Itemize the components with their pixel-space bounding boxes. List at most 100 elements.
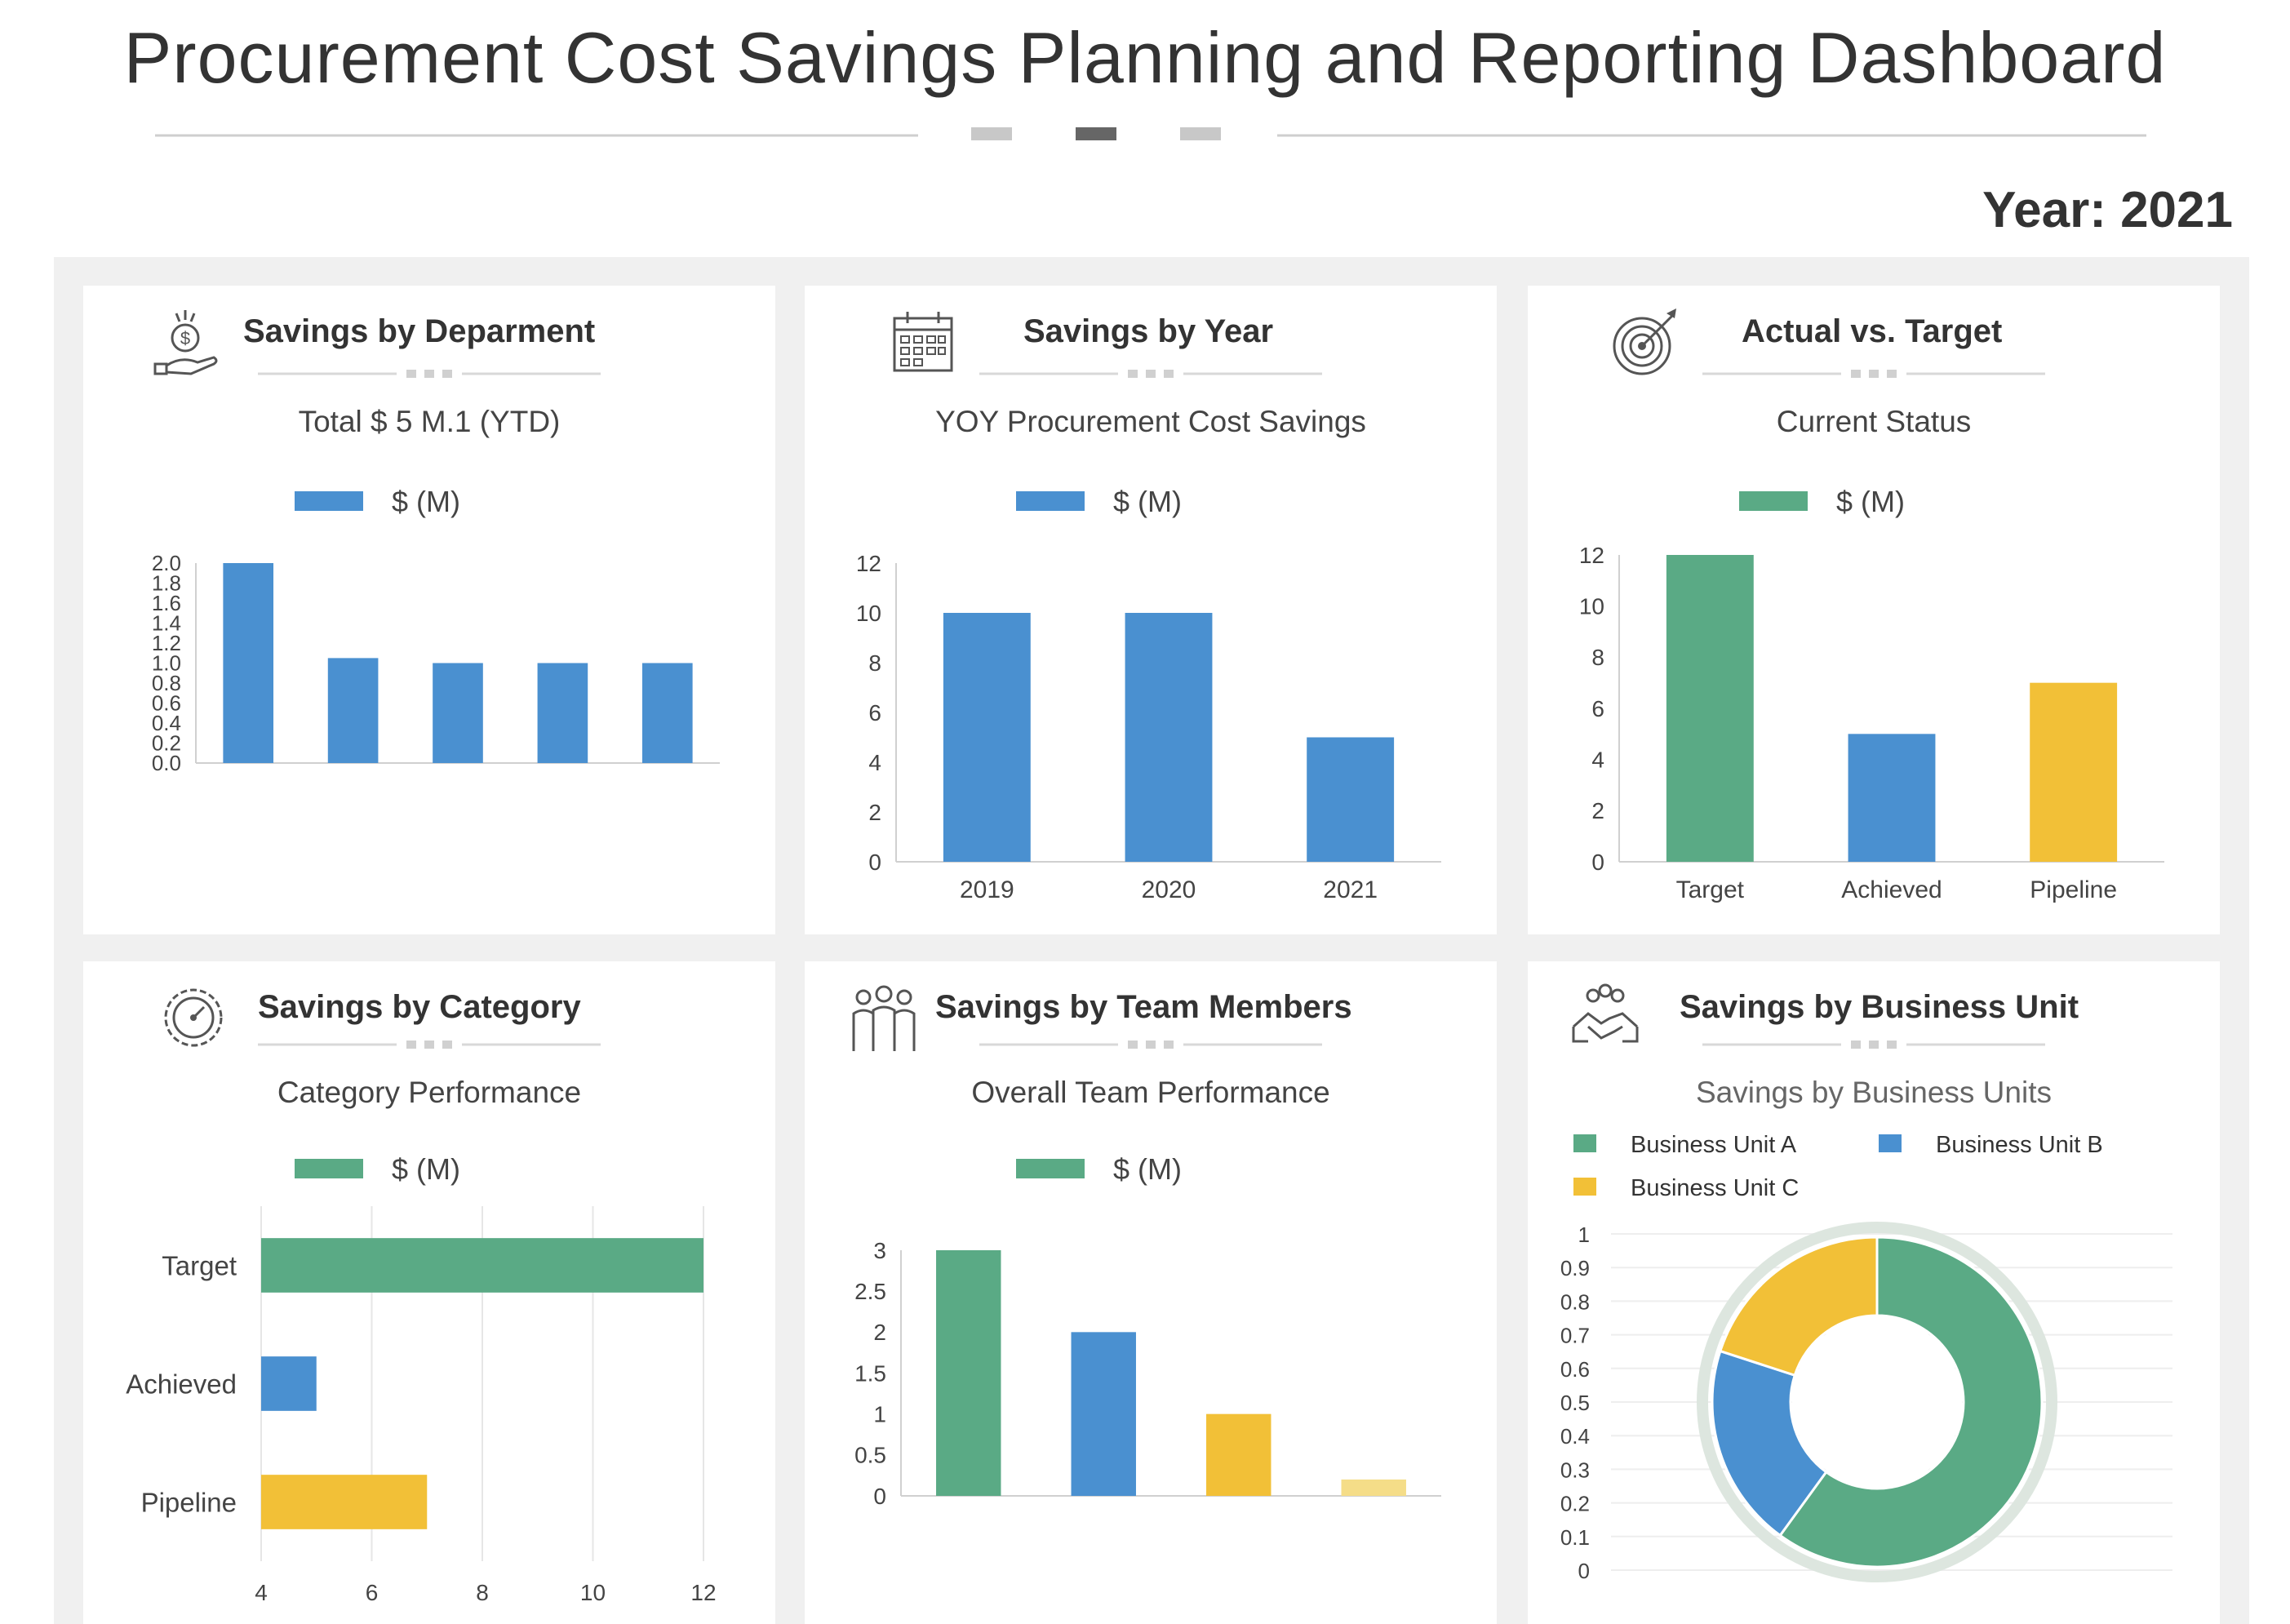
bar [261,1238,703,1293]
panel-title: Savings by Year [1023,313,1274,349]
bar [537,663,588,763]
donut-slice [1718,1236,1879,1378]
panel-title: Savings by Team Members [935,989,1352,1025]
handshake-icon [1572,983,1639,1043]
legend-swatch [1739,491,1808,511]
bar [1071,1332,1136,1496]
y-tick-label: 12 [1579,543,1604,568]
title-divider-dot [1887,370,1897,378]
legend-label: $ (M) [392,485,460,518]
panel-subtitle: Category Performance [277,1076,582,1109]
panel-business: Savings by Business Unit Savings by Busi… [1528,961,2220,1624]
y-tick-label: 6 [868,700,881,725]
panel-subtitle: Total $ 5 M.1 (YTD) [298,405,561,438]
donut-outer-ring [1697,1222,2057,1582]
legend-swatch [1016,1159,1085,1178]
y-tick-label: 12 [856,551,881,576]
y-tick-label: 0.6 [1560,1357,1590,1382]
y-tick-label: 10 [856,601,881,626]
legend-label: Business Unit B [1936,1132,2103,1158]
svg-text:$: $ [180,328,190,348]
y-tick-label: 0.2 [1560,1492,1590,1516]
y-tick-label: 1.4 [152,611,181,636]
bar [936,1250,1001,1496]
title-divider-dot [442,370,452,378]
y-tick-label: 6 [1591,696,1604,721]
title-divider-dot [424,1041,434,1049]
x-tick-label: 6 [366,1580,379,1605]
donut-slice [1778,1236,2044,1569]
legend-label: $ (M) [392,1152,460,1186]
legend-swatch [295,491,363,511]
year-chart: $ (M) 0 2 4 6 8 10 12 2019 2020 2021 [856,370,1441,903]
panel-category: Savings by Category Category Performance… [83,961,775,1624]
y-tick-label: 1 [873,1401,886,1427]
y-tick-label: 0 [873,1484,886,1509]
bar [1341,1479,1406,1496]
y-tick-label: 2.5 [854,1279,886,1304]
panel-title: Actual vs. Target [1742,313,2003,349]
legend-swatch [1879,1134,1902,1152]
category-chart: $ (M) 4 6 8 10 12 Target Achieved Pipeline [126,1041,717,1605]
x-tick-label: 2019 [960,876,1014,903]
x-tick-label: 12 [690,1580,716,1605]
title-divider-dot [1869,1041,1879,1049]
money-hand-icon: $ [153,310,218,375]
y-tick-label: 0.2 [152,731,181,756]
x-tick-label: 4 [255,1580,268,1605]
legend-label: Business Unit C [1631,1175,1799,1201]
legend-label: Business Unit A [1631,1132,1797,1158]
team-chart: $ (M) 0 0.5 1 1.5 2 2.5 3 [854,1041,1441,1509]
bar [1307,737,1395,862]
gear-gauge-icon [164,988,223,1047]
year-label: Year: 2021 [1982,182,2233,238]
bar [943,613,1031,862]
title-divider [155,127,2146,140]
team-icon [852,985,916,1051]
y-tick-label: 2.0 [152,551,181,575]
y-tick-label: 8 [1591,645,1604,670]
y-tick-label: 1.0 [152,651,181,676]
y-tick-label: 0.0 [152,751,181,775]
legend-swatch [1573,1134,1596,1152]
y-tick-label: 1.6 [152,591,181,615]
x-tick-label: Target [1676,876,1745,903]
y-tick-label: Achieved [126,1369,237,1400]
y-tick-label: 1.8 [152,571,181,596]
bar [261,1356,317,1411]
title-divider-dot [1164,370,1174,378]
y-tick-label: 4 [1591,747,1604,772]
y-tick-label: 2 [873,1320,886,1345]
bar [1125,613,1213,862]
y-tick-label: 0 [868,850,881,875]
calendar-icon [893,312,953,372]
panel-subtitle: Savings by Business Units [1696,1076,2052,1109]
y-tick-label: Target [162,1251,237,1281]
legend-label: $ (M) [1836,485,1905,518]
page-title: Procurement Cost Savings Planning and Re… [123,17,2167,98]
legend-swatch [1573,1178,1596,1196]
y-tick-label: 3 [873,1238,886,1263]
y-tick-label: 1 [1578,1222,1590,1247]
bar [433,663,483,763]
business-chart: Business Unit A Business Unit B Business U… [1560,1041,2172,1583]
title-divider-dot [1128,1041,1138,1049]
panel-title: Savings by Business Unit [1680,989,2079,1025]
y-tick-label: 0.4 [152,711,181,735]
y-tick-label: 0.5 [1560,1391,1590,1415]
y-tick-label: 2 [868,800,881,825]
title-divider-dot [1851,1041,1861,1049]
target-icon [1613,308,1676,375]
y-tick-label: 0.7 [1560,1324,1590,1348]
title-divider-dot [1887,1041,1897,1049]
y-tick-label: 0.3 [1560,1458,1590,1482]
y-tick-label: 0.1 [1560,1525,1590,1550]
panel-team: Savings by Team Members Overall Team Per… [805,961,1497,1624]
title-divider-dot [406,370,416,378]
title-divider-dot [1146,370,1156,378]
y-tick-label: 1.2 [152,631,181,655]
donut-hole [1792,1317,1962,1487]
bar [223,563,274,763]
panel-year: Savings by Year YOY Procurement Cost Sav… [805,286,1497,934]
y-tick-label: 0 [1591,850,1604,875]
